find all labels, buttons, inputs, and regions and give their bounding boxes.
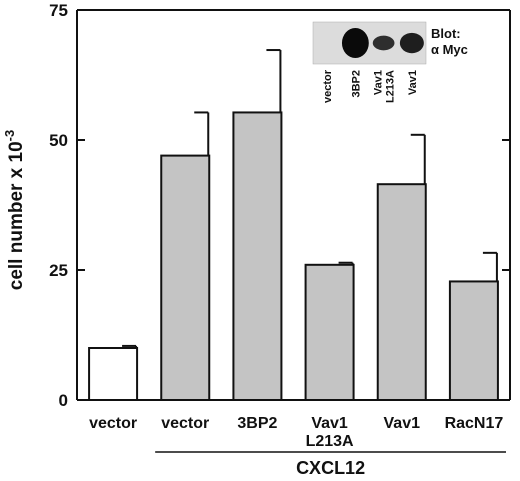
group-label: CXCL12: [296, 458, 365, 478]
y-tick-label-25: 25: [49, 261, 68, 280]
x-tick-label-6: RacN17: [445, 415, 504, 432]
labels: 0 25 50 75 cell number x 10-3 vector vector 3BP…: [2, 1, 503, 478]
y-axis-title: cell number x 10-3: [2, 130, 27, 290]
blot-title-line-2: α Myc: [431, 42, 468, 57]
y-tick-label-50: 50: [49, 131, 68, 150]
axes: [76, 9, 511, 453]
blot-lane-label-3-part-2: L213A: [385, 70, 397, 103]
bar-2: [160, 154, 211, 401]
y-tick-label-75: 75: [49, 1, 68, 20]
x-tick-label-2: vector: [161, 415, 209, 432]
blot-lane-label-2: 3BP2: [350, 70, 362, 98]
bar-6: [448, 280, 499, 401]
blot-lane-label-4: Vav1: [407, 70, 419, 95]
blot-band-2: [341, 28, 369, 58]
y-axis-title-exponent: -3: [2, 130, 17, 142]
blot-lane-label-1: vector: [322, 69, 334, 103]
x-tick-label-1: vector: [89, 415, 137, 432]
blot-band-3: [372, 35, 395, 51]
y-axis-title-text: cell number x 10: [6, 141, 27, 290]
bar-5: [376, 183, 427, 401]
blot-title-line-1: Blot:: [431, 26, 461, 41]
blot-band-4: [399, 32, 424, 54]
blot-lane-label-3-part-1: Vav1: [373, 70, 385, 95]
y-tick-label-0: 0: [59, 391, 68, 410]
x-tick-label-5: Vav1: [384, 415, 421, 432]
x-tick-label-3: 3BP2: [237, 415, 277, 432]
bar-4: [304, 263, 355, 401]
x-tick-label-4-line-2: L213A: [306, 433, 354, 450]
bar-1: [88, 347, 139, 401]
x-tick-label-4-line-1: Vav1: [311, 415, 348, 432]
bars: [88, 49, 499, 401]
bar-3: [232, 111, 283, 401]
